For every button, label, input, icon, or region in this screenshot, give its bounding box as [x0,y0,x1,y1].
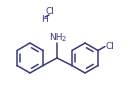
Text: Cl: Cl [105,42,114,51]
Text: 2: 2 [61,36,65,42]
Text: Cl: Cl [46,8,54,17]
Text: NH: NH [49,33,63,42]
Text: H: H [41,16,47,24]
